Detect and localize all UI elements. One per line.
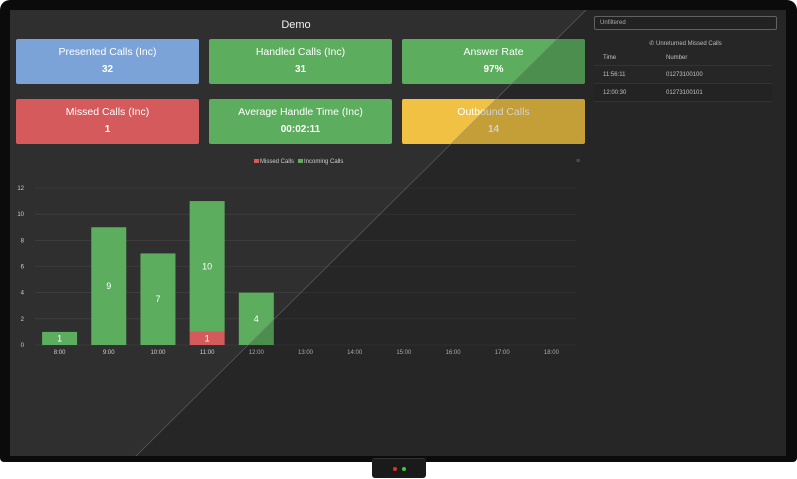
legend-label-missed: Missed Calls	[260, 159, 295, 165]
card-label: Average Handle Time (Inc)	[238, 106, 363, 118]
missed-calls-table: Time Number 11:56:11 01273100100 12:00:3…	[594, 51, 772, 102]
x-tick-label: 16:00	[446, 350, 462, 356]
table-row[interactable]: 12:00:30 01273100101	[594, 84, 772, 102]
y-tick-label: 12	[17, 186, 24, 192]
bar[interactable]	[42, 331, 78, 345]
card-presented-calls[interactable]: Presented Calls (Inc) 32	[16, 39, 199, 84]
cell-time: 12:00:30	[603, 89, 627, 96]
calls-bar-chart: 0 2 4 6 8 10 12 8:00 1 9:00 9 10:00 7 11:00 1 10 12:00 4 1…	[17, 186, 576, 356]
x-tick-label: 14:00	[347, 350, 363, 356]
x-tick-label: 10:00	[150, 350, 166, 356]
x-tick-label: 12:00	[249, 350, 265, 356]
x-tick-label: 17:00	[495, 350, 511, 356]
card-value: 1	[104, 124, 111, 135]
filter-input[interactable]: Unfiltered	[594, 16, 777, 30]
card-label: Presented Calls (Inc)	[58, 46, 157, 58]
card-value: 32	[101, 64, 114, 75]
data-label: 1	[205, 333, 210, 343]
legend-item-missed[interactable]: Missed Calls	[254, 159, 294, 165]
data-label: 1	[57, 333, 62, 343]
legend-swatch-incoming	[298, 159, 304, 164]
missed-panel-title-text: Unreturned Missed Calls	[656, 41, 722, 47]
card-value: 97%	[483, 64, 504, 75]
power-led-red	[393, 467, 397, 471]
y-tick-label: 6	[21, 265, 25, 271]
card-label: Outbound Calls	[457, 106, 530, 118]
card-answer-rate[interactable]: Answer Rate 97%	[402, 39, 585, 84]
y-tick-label: 2	[21, 317, 25, 323]
y-tick-label: 0	[21, 343, 25, 349]
bar[interactable]	[91, 227, 127, 345]
legend-swatch-missed	[254, 159, 259, 164]
power-led-green	[402, 467, 406, 471]
dashboard-title: Demo	[281, 19, 311, 31]
data-label: 7	[155, 294, 160, 304]
chart-menu-icon[interactable]: ≡	[576, 158, 581, 165]
header-number[interactable]: Number	[666, 55, 688, 61]
card-value: 31	[294, 64, 307, 75]
card-outbound-calls[interactable]: Outbound Calls 14	[402, 99, 585, 144]
data-label: 10	[202, 262, 212, 272]
x-tick-label: 8:00	[54, 350, 66, 356]
card-value: 14	[487, 124, 500, 135]
x-tick-label: 15:00	[396, 350, 412, 356]
card-handled-calls[interactable]: Handled Calls (Inc) 31	[209, 39, 392, 84]
cell-number: 01273100101	[666, 89, 703, 96]
screen: Demo Presented Calls (Inc) 32 Handled Ca…	[10, 10, 786, 456]
x-tick-label: 18:00	[544, 350, 560, 356]
monitor-bezel: Demo Presented Calls (Inc) 32 Handled Ca…	[0, 0, 797, 462]
chart-legend: Missed Calls Incoming Calls	[254, 159, 343, 165]
card-missed-calls[interactable]: Missed Calls (Inc) 1	[16, 99, 199, 144]
cell-number: 01273100100	[666, 71, 703, 78]
missed-panel-title: ✆ Unreturned Missed Calls	[594, 40, 777, 47]
legend-label-incoming: Incoming Calls	[304, 159, 344, 165]
data-label: 9	[106, 281, 111, 291]
card-value: 00:02:11	[280, 124, 321, 135]
monitor-base	[372, 458, 426, 478]
card-label: Missed Calls (Inc)	[65, 106, 150, 118]
card-average-handle-time[interactable]: Average Handle Time (Inc) 00:02:11	[209, 99, 392, 144]
cell-time: 11:56:11	[603, 71, 626, 78]
header-time[interactable]: Time	[603, 55, 617, 61]
x-tick-label: 11:00	[200, 350, 215, 356]
card-label: Answer Rate	[463, 46, 524, 58]
card-label: Handled Calls (Inc)	[255, 46, 346, 58]
y-tick-label: 8	[21, 238, 25, 244]
table-header: Time Number	[594, 51, 772, 66]
legend-item-incoming[interactable]: Incoming Calls	[298, 159, 343, 165]
x-tick-label: 13:00	[298, 350, 314, 356]
table-row[interactable]: 11:56:11 01273100100	[594, 66, 772, 84]
y-tick-label: 4	[21, 291, 25, 297]
data-label: 4	[254, 314, 259, 324]
y-tick-label: 10	[17, 212, 24, 218]
phone-icon: ✆	[649, 41, 655, 47]
x-tick-label: 9:00	[103, 350, 115, 356]
